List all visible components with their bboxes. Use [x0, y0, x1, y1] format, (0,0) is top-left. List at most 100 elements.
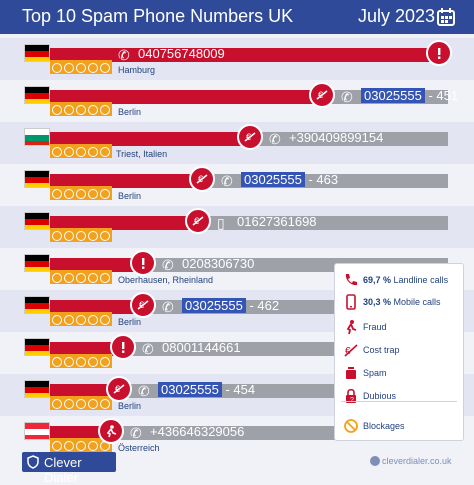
cost-trap-badge: €: [237, 124, 263, 150]
globe-icon: [370, 456, 380, 466]
svg-text:€: €: [318, 90, 323, 100]
phone-number: 0208306730: [182, 256, 255, 271]
phone-icon: ✆: [162, 257, 174, 273]
legend-label: 69,7 % Landline calls: [363, 275, 449, 285]
blockage-tiles: [50, 396, 112, 410]
city-label: Berlin: [118, 107, 142, 117]
bar-fill: [50, 342, 126, 356]
country-flag: [24, 380, 50, 398]
country-flag: [24, 212, 50, 230]
country-flag: [24, 170, 50, 188]
table-row: € ▯ 01627361698: [0, 206, 474, 248]
dubious-badge: [130, 250, 156, 276]
dubious-badge: [110, 334, 136, 360]
phone-number-extension: - 462: [245, 298, 280, 313]
phone-number-prefix: 03025555: [241, 172, 305, 187]
country-flag: [24, 44, 50, 62]
legend-label: Fraud: [363, 322, 387, 332]
phone-number: 01627361698: [237, 214, 317, 229]
legend-label: Cost trap: [363, 345, 400, 355]
phone-number-extension: - 454: [221, 382, 256, 397]
bar-fill: [50, 384, 122, 398]
shield-icon: [27, 455, 39, 469]
legend-label: Spam: [363, 368, 387, 378]
bar-fill: [50, 174, 205, 188]
cost-trap-badge: €: [106, 376, 132, 402]
phone-icon: ✆: [162, 299, 174, 315]
phone-number: +390409899154: [289, 130, 384, 145]
country-flag: [24, 86, 50, 104]
svg-text:€: €: [198, 174, 203, 184]
mobile-icon: ▯: [217, 215, 225, 231]
bar-fill: [50, 90, 325, 104]
phone-number: 040756748009: [138, 46, 225, 61]
table-row: € ✆ 03025555 - 463 Berlin: [0, 164, 474, 206]
city-label: Berlin: [118, 191, 142, 201]
svg-text:?: ?: [350, 397, 354, 404]
clever-dialer-logo: Clever Dialer: [22, 452, 116, 485]
city-label: Österreich: [118, 443, 160, 453]
cost-trap-badge: €: [130, 292, 156, 318]
footer: Clever Dialer cleverdialer.co.uk: [0, 450, 474, 485]
legend-label: Dubious: [363, 391, 397, 401]
svg-text:€: €: [345, 346, 351, 357]
phone-number-prefix: 03025555: [361, 88, 425, 103]
country-flag: [24, 254, 50, 272]
page-title: Top 10 Spam Phone Numbers UK: [22, 6, 294, 26]
spam-icon: [346, 367, 356, 379]
phone-icon: ✆: [269, 131, 281, 147]
city-label: Berlin: [118, 317, 142, 327]
bar-fill: [50, 48, 448, 62]
svg-text:€: €: [246, 132, 251, 142]
phone-icon: [345, 274, 357, 286]
brand-name: Clever Dialer: [44, 455, 82, 485]
dubious-badge: [426, 40, 452, 66]
phone-number: 03025555 - 454: [158, 382, 255, 397]
header-bar: Top 10 Spam Phone Numbers UK July 2023: [0, 0, 474, 34]
phone-number-prefix: 03025555: [182, 298, 246, 313]
bar-fill: [50, 132, 253, 146]
bar-fill: [50, 216, 201, 230]
blockage-tiles: [50, 186, 112, 200]
blockage-tiles: [50, 102, 112, 116]
legend-label: Blockages: [363, 421, 405, 431]
phone-icon: ✆: [221, 173, 233, 189]
cost-trap-badge: €: [309, 82, 335, 108]
blockage-tiles: [50, 144, 112, 158]
country-flag: [24, 296, 50, 314]
phone-icon: ✆: [130, 425, 142, 441]
cost-trap-icon: €: [344, 344, 358, 357]
phone-number: 03025555 - 462: [182, 298, 279, 313]
legend-divider: [341, 401, 457, 402]
mobile-icon: [346, 294, 356, 310]
svg-text:€: €: [139, 300, 144, 310]
phone-icon: ✆: [118, 47, 130, 63]
blockage-tiles: [50, 438, 112, 452]
blockage-tiles: [50, 270, 112, 284]
phone-number-extension: - 451: [424, 88, 459, 103]
legend-label: 30,3 % Mobile calls: [363, 297, 441, 307]
svg-text:€: €: [194, 216, 199, 226]
phone-icon: ✆: [138, 383, 150, 399]
phone-icon: ✆: [142, 341, 154, 357]
phone-number: 08001144661: [162, 340, 241, 355]
svg-text:€: €: [115, 384, 120, 394]
phone-number: +436646329056: [150, 424, 245, 439]
country-flag: [24, 338, 50, 356]
cost-trap-badge: €: [189, 166, 215, 192]
phone-number: 03025555 - 451: [361, 88, 458, 103]
city-label: Berlin: [118, 401, 142, 411]
bar-fill: [50, 300, 146, 314]
website-link[interactable]: cleverdialer.co.uk: [382, 456, 452, 466]
calendar-icon: [437, 8, 455, 26]
blockage-tiles: [50, 354, 112, 368]
blockage-icon: [344, 419, 358, 433]
blockage-tiles: [50, 228, 112, 242]
blockage-tiles: [50, 60, 112, 74]
fraud-badge: [98, 418, 124, 444]
phone-number-prefix: 03025555: [158, 382, 222, 397]
phone-number: 03025555 - 463: [241, 172, 338, 187]
phone-icon: ✆: [341, 89, 353, 105]
table-row: ✆ 040756748009 Hamburg: [0, 38, 474, 80]
city-label: Oberhausen, Rheinland: [118, 275, 214, 285]
